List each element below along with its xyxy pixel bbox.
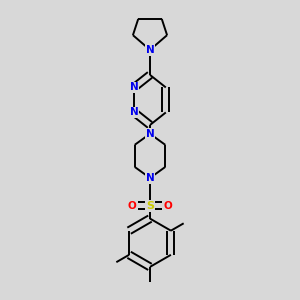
Text: N: N [146, 173, 154, 183]
Text: N: N [130, 107, 139, 118]
Text: S: S [146, 201, 154, 211]
Text: N: N [130, 82, 139, 92]
Text: O: O [128, 201, 137, 211]
Text: N: N [146, 45, 154, 55]
Text: N: N [146, 129, 154, 139]
Text: O: O [163, 201, 172, 211]
